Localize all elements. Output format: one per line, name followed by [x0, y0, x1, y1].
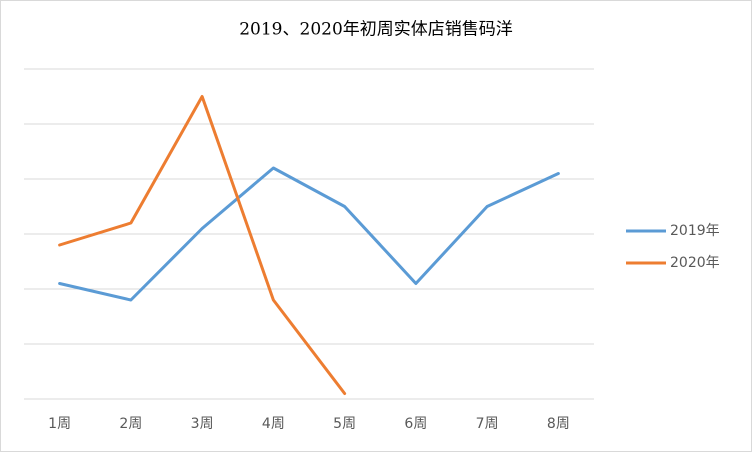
series-line [58, 166, 560, 302]
legend-label: 2020年 [670, 255, 720, 271]
series-line [58, 95, 347, 395]
x-tick-label: 1周 [48, 416, 71, 432]
legend-label: 2019年 [670, 223, 720, 239]
x-tick-label: 4周 [262, 416, 285, 432]
x-tick-label: 6周 [404, 416, 427, 432]
x-tick-label: 5周 [333, 416, 356, 432]
x-tick-label: 8周 [547, 416, 570, 432]
x-tick-label: 7周 [476, 416, 499, 432]
x-tick-label: 2周 [119, 416, 142, 432]
chart-title: 2019、2020年初周实体店销售码洋 [239, 20, 513, 40]
x-tick-label: 3周 [191, 416, 214, 432]
